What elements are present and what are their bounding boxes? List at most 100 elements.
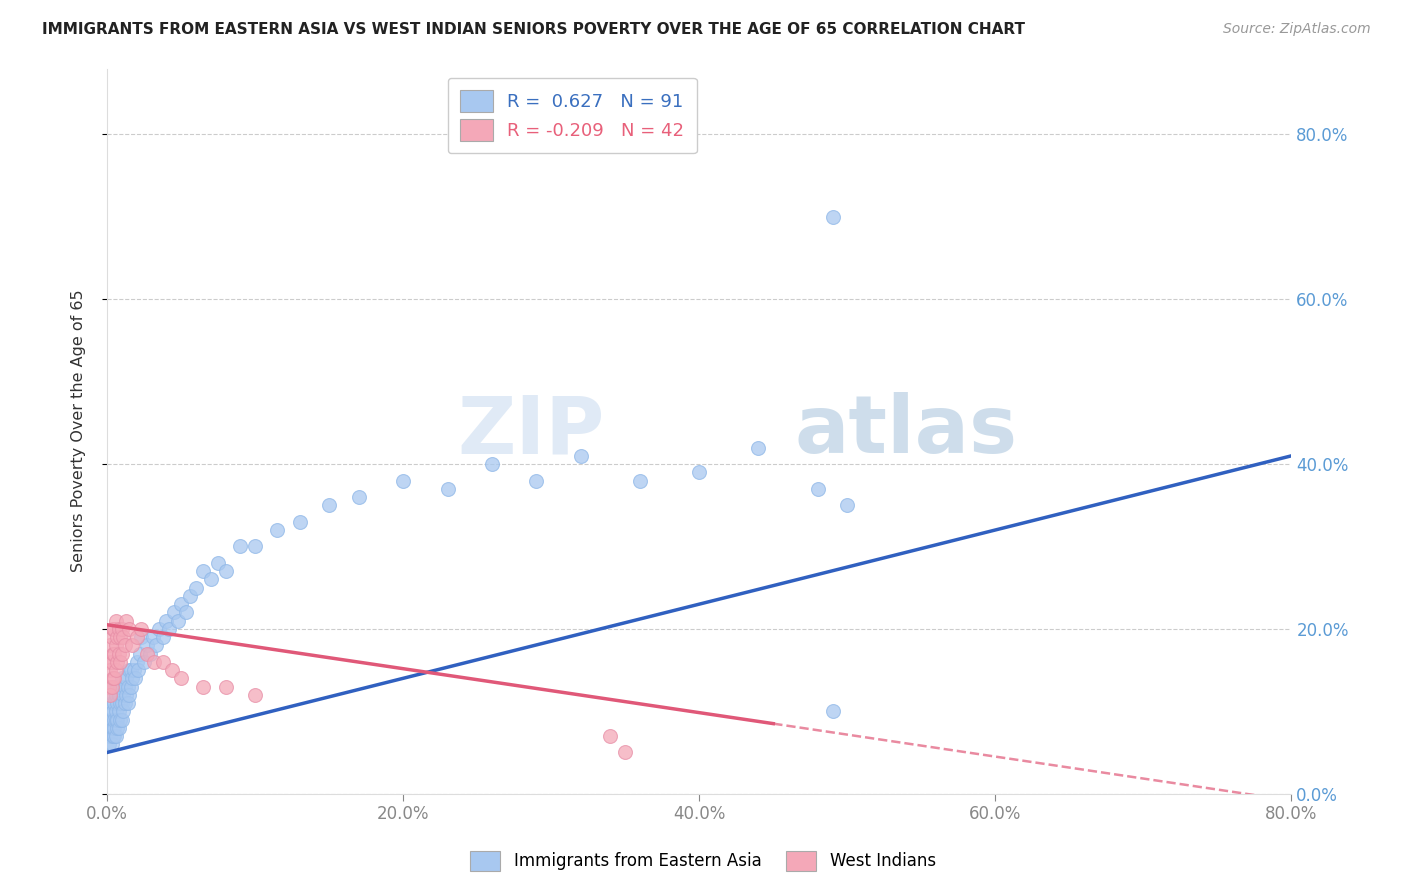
Point (628, 474, 651, 488)
Point (167, 614, 190, 628)
Point (98, 663, 121, 677)
Point (98, 688, 121, 702)
Point (229, 540, 252, 554)
Point (179, 589, 201, 603)
Point (111, 696, 134, 710)
Point (117, 696, 139, 710)
Point (111, 713, 134, 727)
Point (207, 556, 229, 570)
Point (121, 671, 143, 685)
Point (110, 630, 132, 644)
Text: IMMIGRANTS FROM EASTERN ASIA VS WEST INDIAN SENIORS POVERTY OVER THE AGE OF 65 C: IMMIGRANTS FROM EASTERN ASIA VS WEST IND… (42, 22, 1025, 37)
Point (125, 630, 148, 644)
Point (128, 647, 150, 661)
Point (112, 688, 135, 702)
Point (115, 688, 138, 702)
Point (117, 680, 139, 694)
Point (108, 721, 131, 735)
Point (103, 647, 125, 661)
Point (103, 680, 125, 694)
Point (97, 680, 120, 694)
Point (193, 564, 215, 578)
Text: ZIP: ZIP (457, 392, 605, 470)
Point (100, 737, 122, 751)
Point (243, 688, 266, 702)
Point (243, 540, 266, 554)
Point (122, 663, 145, 677)
Point (98, 729, 121, 743)
Point (110, 713, 132, 727)
Point (103, 622, 125, 636)
Point (111, 622, 134, 636)
Point (103, 729, 125, 743)
Text: Source: ZipAtlas.com: Source: ZipAtlas.com (1223, 22, 1371, 37)
Point (115, 614, 138, 628)
Point (97, 737, 120, 751)
Point (114, 696, 136, 710)
Point (392, 474, 415, 488)
Point (136, 647, 159, 661)
Point (599, 729, 621, 743)
Point (139, 647, 162, 661)
Point (108, 647, 131, 661)
Point (526, 474, 548, 488)
Point (121, 638, 143, 652)
Point (98, 638, 121, 652)
Point (103, 671, 125, 685)
Text: atlas: atlas (794, 392, 1017, 470)
Point (152, 655, 174, 669)
Point (103, 696, 125, 710)
Point (103, 713, 125, 727)
Point (107, 713, 129, 727)
Point (436, 482, 458, 496)
Point (107, 655, 129, 669)
Point (614, 746, 637, 760)
Point (127, 663, 149, 677)
Point (101, 729, 124, 743)
Point (155, 614, 177, 628)
Point (120, 663, 142, 677)
Point (142, 630, 165, 644)
Point (163, 606, 186, 620)
Point (148, 622, 170, 636)
Point (104, 614, 127, 628)
Legend: Immigrants from Eastern Asia, West Indians: Immigrants from Eastern Asia, West India… (463, 842, 943, 880)
Point (184, 581, 207, 595)
Point (160, 663, 183, 677)
Point (266, 523, 288, 537)
Point (152, 630, 174, 644)
Point (101, 688, 124, 702)
Point (129, 622, 152, 636)
Point (157, 622, 180, 636)
Point (118, 663, 141, 677)
Point (101, 647, 124, 661)
Point (318, 498, 340, 512)
Point (107, 630, 129, 644)
Point (124, 671, 146, 685)
Point (107, 696, 129, 710)
Point (114, 638, 136, 652)
Point (101, 704, 124, 718)
Point (193, 680, 215, 694)
Point (214, 680, 236, 694)
Point (97, 721, 120, 735)
Point (97, 655, 120, 669)
Point (143, 655, 166, 669)
Point (214, 564, 236, 578)
Point (821, 210, 844, 224)
Point (821, 704, 844, 718)
Point (114, 680, 136, 694)
Point (104, 663, 127, 677)
Point (110, 655, 132, 669)
Point (100, 680, 122, 694)
Point (112, 630, 135, 644)
Point (481, 457, 503, 471)
Point (98, 704, 121, 718)
Point (104, 688, 127, 702)
Point (569, 449, 592, 463)
Point (120, 680, 142, 694)
Point (118, 688, 141, 702)
Point (104, 638, 127, 652)
Point (347, 490, 370, 504)
Point (288, 515, 311, 529)
